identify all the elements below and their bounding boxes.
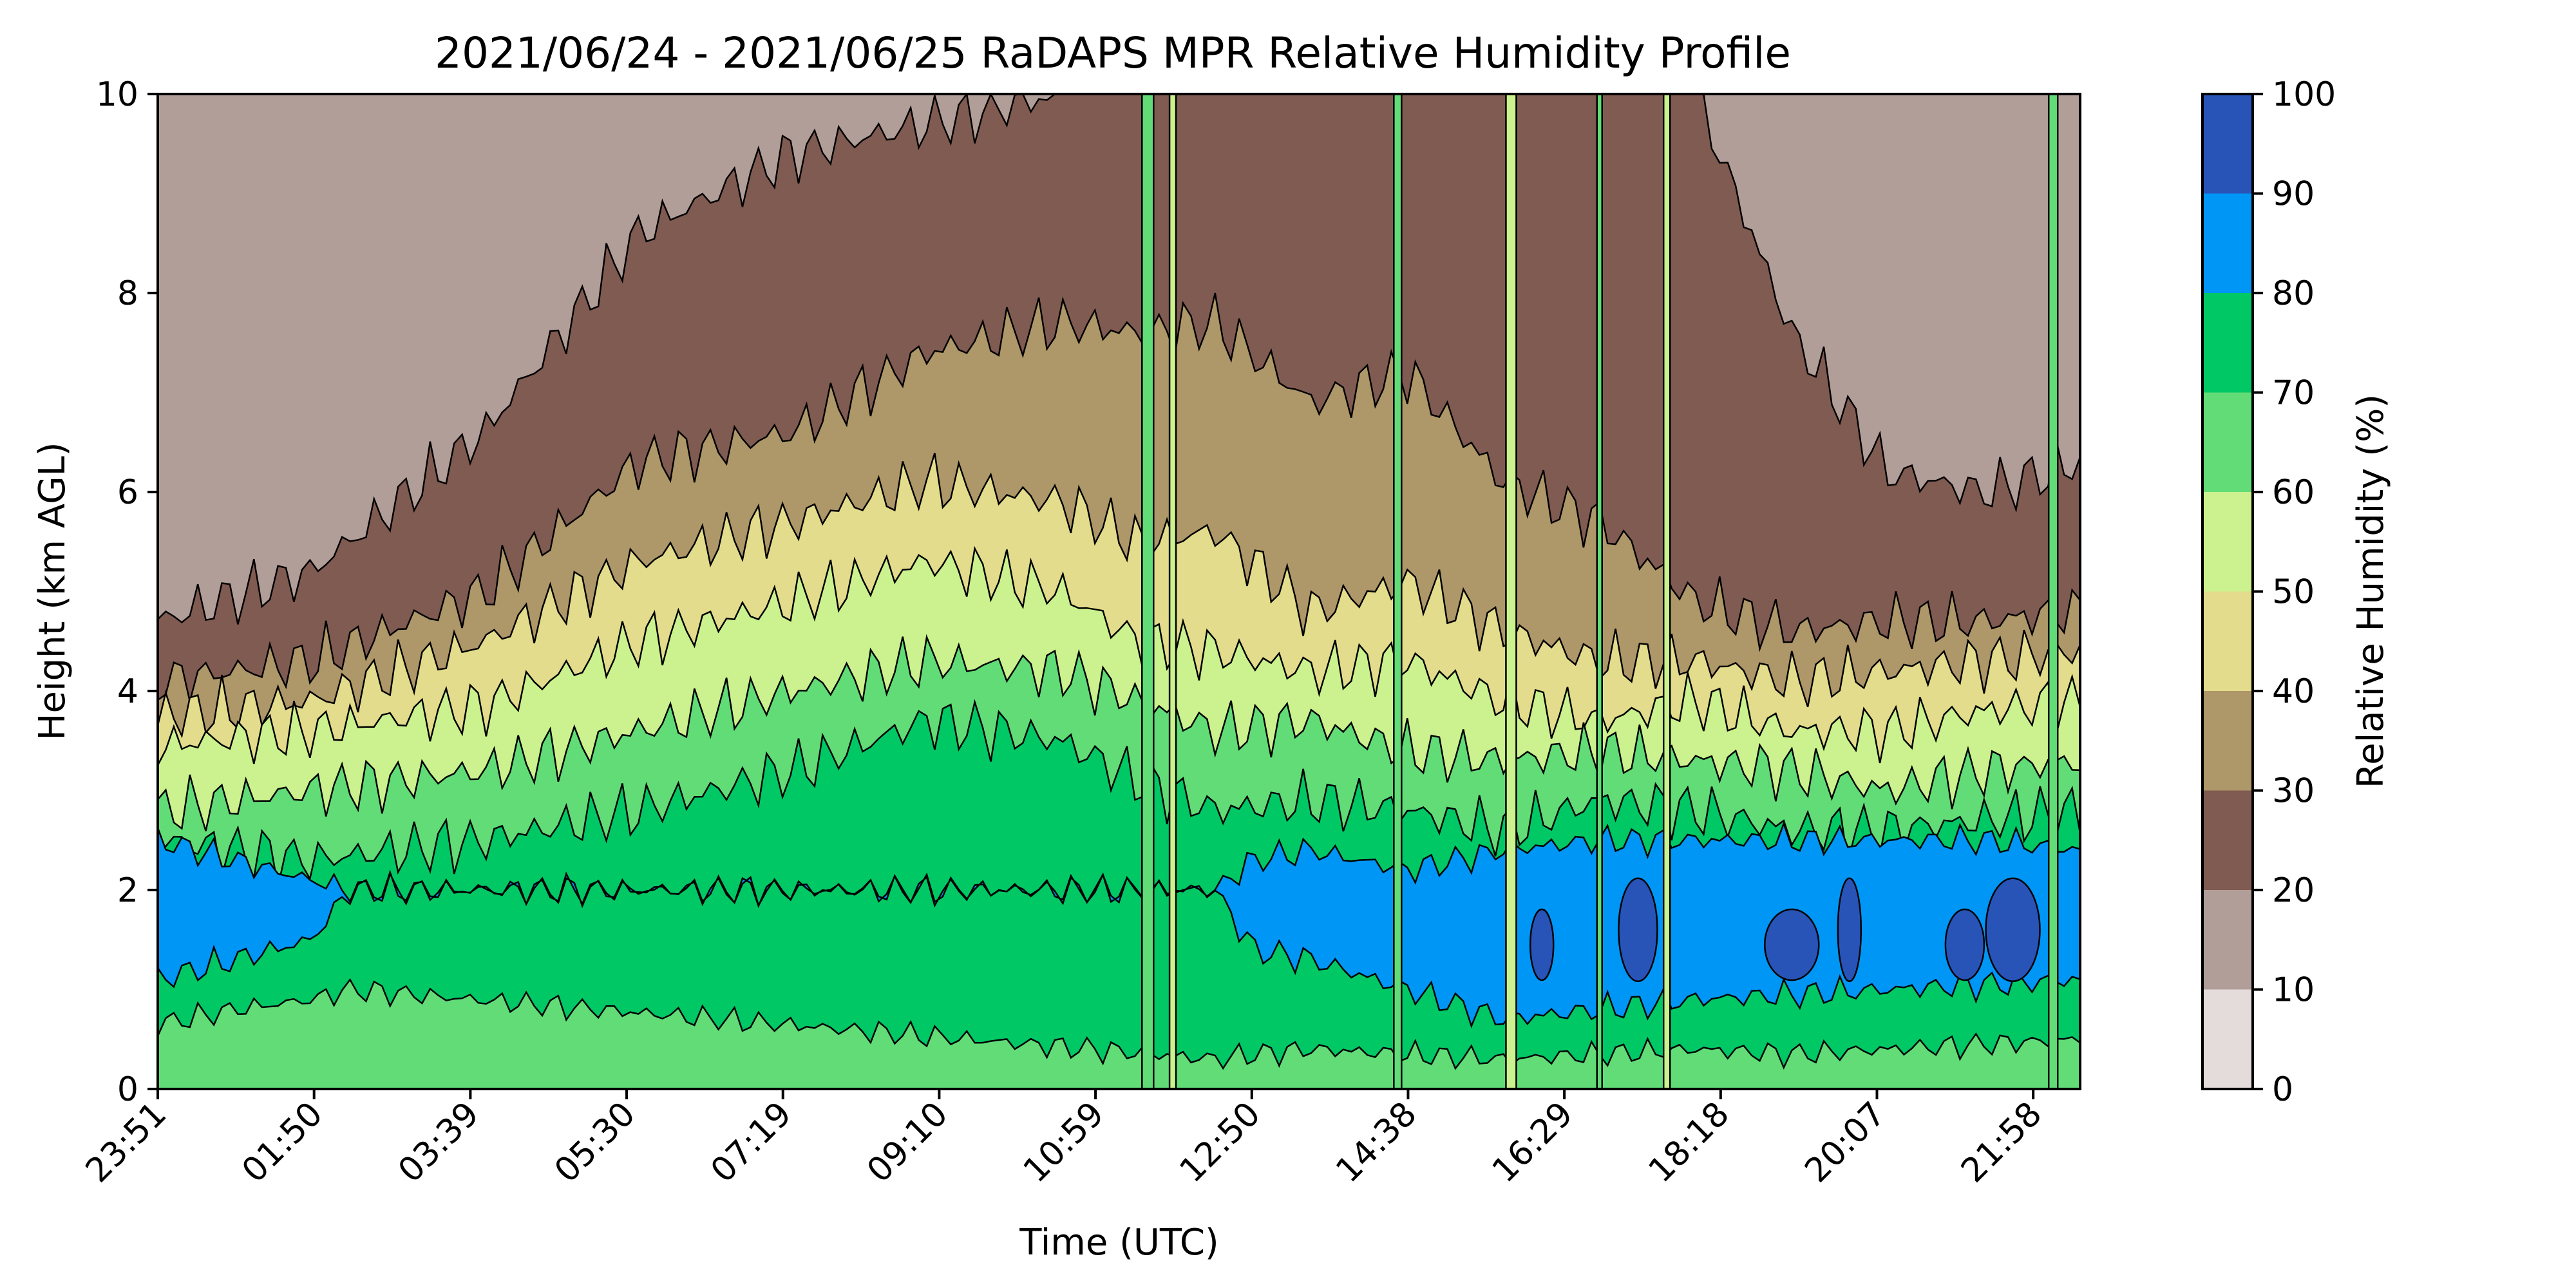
x-tick-label: 23:51 — [79, 1095, 174, 1190]
colorbar-segment — [2202, 591, 2253, 691]
colorbar-segment — [2202, 691, 2253, 791]
y-tick-label: 10 — [96, 75, 138, 114]
x-tick-label: 16:29 — [1485, 1095, 1580, 1190]
colorbar: 0 10 20 30 40 50 60 70 80 90 100 — [2201, 75, 2336, 1109]
y-axis-label: Height (km AGL) — [32, 442, 73, 740]
x-tick-label: 10:59 — [1016, 1095, 1112, 1190]
rh-band-90-100-patch — [1764, 908, 1820, 981]
chart-title: 2021/06/24 - 2021/06/25 RaDAPS MPR Relat… — [435, 28, 1791, 78]
colorbar-label: Relative Humidity (%) — [2350, 394, 2392, 788]
moist-streak — [2047, 94, 2059, 1089]
colorbar-tick-label: 20 — [2272, 871, 2315, 910]
y-tick-label: 6 — [117, 473, 138, 512]
y-tick-label: 8 — [117, 274, 138, 313]
rh-band-90-100-patch — [1944, 908, 1985, 981]
x-tick-label: 18:18 — [1642, 1095, 1737, 1190]
y-axis: 0 2 4 6 8 10 — [96, 75, 158, 1109]
rh-band-90-100-patch — [1837, 877, 1862, 983]
x-tick-label: 05:30 — [547, 1095, 643, 1190]
x-tick-label: 20:07 — [1797, 1095, 1893, 1190]
colorbar-tick-label: 60 — [2272, 473, 2315, 512]
moist-streak — [1393, 94, 1403, 1089]
colorbar-segment — [2202, 94, 2253, 194]
colorbar-segment — [2202, 492, 2253, 592]
rh-band-90-100-patch — [1618, 877, 1658, 983]
rh-band-90-100-patch — [1529, 908, 1555, 981]
contour-plot-area — [158, 94, 2080, 1089]
y-tick-label: 0 — [117, 1070, 138, 1109]
colorbar-tick-label: 80 — [2272, 274, 2315, 313]
colorbar-tick-label: 30 — [2272, 772, 2315, 811]
x-tick-label: 03:39 — [391, 1095, 486, 1190]
x-axis: 23:51 01:50 03:39 05:30 07:19 09:10 10:59 12:50… — [79, 1089, 2049, 1190]
colorbar-segment — [2202, 890, 2253, 990]
colorbar-tick-label: 90 — [2272, 175, 2315, 214]
colorbar-segment — [2202, 392, 2253, 492]
colorbar-segment — [2202, 293, 2253, 393]
x-tick-label: 01:50 — [234, 1095, 330, 1190]
colorbar-segment — [2202, 989, 2253, 1089]
colorbar-tick-label: 40 — [2272, 672, 2315, 711]
moist-streak — [1505, 94, 1517, 1089]
colorbar-segment — [2202, 193, 2253, 293]
y-tick-label: 4 — [117, 672, 138, 711]
x-axis-label: Time (UTC) — [1019, 1222, 1219, 1264]
x-tick-label: 21:58 — [1954, 1095, 2049, 1190]
moist-streak — [1596, 94, 1603, 1089]
colorbar-tick-label: 70 — [2272, 374, 2315, 413]
moist-streak — [1168, 94, 1177, 1089]
y-tick-label: 2 — [117, 871, 138, 910]
colorbar-segment — [2202, 790, 2253, 890]
x-tick-label: 09:10 — [860, 1095, 955, 1190]
plot-frame — [156, 93, 2081, 1090]
rh-band-90-100-patch — [1985, 877, 2041, 983]
colorbar-tick-label: 50 — [2272, 573, 2315, 612]
x-tick-label: 07:19 — [704, 1095, 799, 1190]
colorbar-tick-label: 10 — [2272, 971, 2315, 1010]
moist-streak — [1662, 94, 1671, 1089]
x-tick-label: 14:38 — [1329, 1095, 1424, 1190]
x-tick-label: 12:50 — [1173, 1095, 1268, 1190]
moist-streak — [1141, 94, 1155, 1089]
colorbar-tick-label: 100 — [2272, 75, 2336, 114]
colorbar-tick-label: 0 — [2272, 1070, 2293, 1109]
